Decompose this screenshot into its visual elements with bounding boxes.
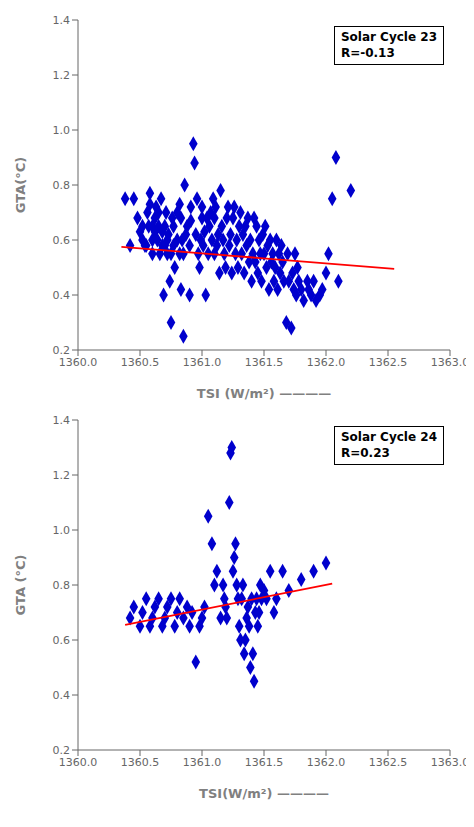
- svg-text:0.6: 0.6: [53, 634, 71, 647]
- svg-text:1360.5: 1360.5: [121, 356, 160, 369]
- svg-text:1361.5: 1361.5: [245, 756, 284, 769]
- svg-text:1363.0: 1363.0: [431, 356, 466, 369]
- svg-text:1362.0: 1362.0: [307, 756, 346, 769]
- svg-text:0.2: 0.2: [53, 744, 71, 757]
- svg-text:1.0: 1.0: [53, 124, 71, 137]
- svg-text:GTA (°C): GTA (°C): [13, 555, 28, 616]
- svg-text:0.4: 0.4: [53, 289, 71, 302]
- svg-text:TSI(W/m²) ————: TSI(W/m²) ————: [199, 786, 329, 801]
- svg-text:1361.0: 1361.0: [183, 356, 222, 369]
- html-text:Solar Cycle 23 R=-0.13: Solar Cycle 23 R=-0.13: [340, 30, 437, 60]
- svg-text:1360.0: 1360.0: [59, 356, 98, 369]
- svg-text:1.2: 1.2: [53, 469, 71, 482]
- svg-text:TSI (W/m²) ————: TSI (W/m²) ————: [197, 386, 331, 401]
- svg-text:1362.5: 1362.5: [369, 356, 408, 369]
- svg-text:0.4: 0.4: [53, 689, 71, 702]
- svg-text:1361.5: 1361.5: [245, 356, 284, 369]
- html-text:Solar Cycle 24 R=0.23: Solar Cycle 24 R=0.23: [340, 430, 437, 460]
- svg-text:1.0: 1.0: [53, 524, 71, 537]
- svg-text:1360.0: 1360.0: [59, 756, 98, 769]
- svg-text:1.4: 1.4: [53, 14, 71, 27]
- svg-text:GTA(°C): GTA(°C): [13, 157, 28, 213]
- svg-text:0.2: 0.2: [53, 344, 71, 357]
- svg-text:1.2: 1.2: [53, 69, 71, 82]
- svg-text:1.4: 1.4: [53, 414, 71, 427]
- svg-text:1360.5: 1360.5: [121, 756, 160, 769]
- svg-text:1361.0: 1361.0: [183, 756, 222, 769]
- svg-text:1362.0: 1362.0: [307, 356, 346, 369]
- svg-text:1363.0: 1363.0: [431, 756, 466, 769]
- svg-text:0.6: 0.6: [53, 234, 71, 247]
- svg-text:0.8: 0.8: [53, 579, 71, 592]
- svg-text:0.8: 0.8: [53, 179, 71, 192]
- svg-text:1362.5: 1362.5: [369, 756, 408, 769]
